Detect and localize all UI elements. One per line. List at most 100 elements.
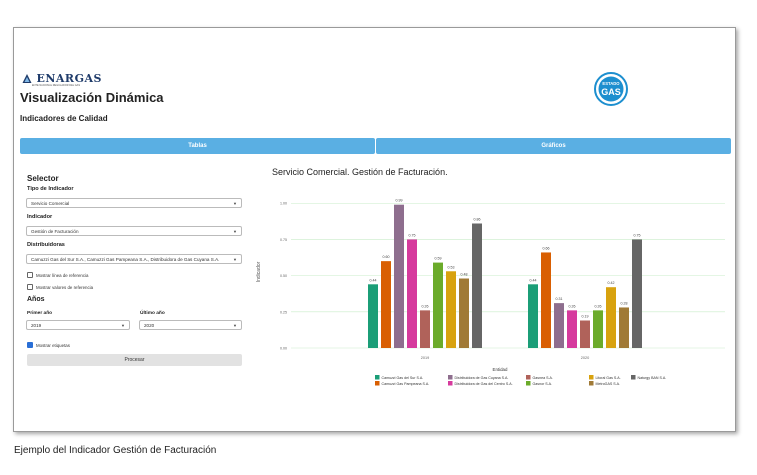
bar bbox=[433, 262, 443, 348]
legend-swatch bbox=[526, 381, 531, 386]
legend-swatch bbox=[589, 381, 594, 386]
bar-value-label: 0.44 bbox=[530, 278, 537, 282]
bar-value-label: 0.26 bbox=[422, 304, 429, 308]
enargas-emblem-icon bbox=[22, 73, 32, 83]
selector-title: Selector bbox=[27, 174, 59, 183]
bar-value-label: 0.75 bbox=[409, 233, 416, 237]
bar-value-label: 0.28 bbox=[621, 301, 628, 305]
indicador-value: Gestión de Facturación bbox=[31, 229, 79, 234]
distribuidoras-label: Distribuidoras bbox=[27, 242, 65, 248]
primer-anio-label: Primer año bbox=[27, 311, 53, 316]
ultimo-anio-value: 2020 bbox=[144, 323, 155, 328]
checkbox-checked-icon bbox=[27, 342, 33, 348]
legend-label: Litoral Gas S.A. bbox=[596, 376, 621, 380]
distribuidoras-select[interactable]: Camuzzi Gas del Sur S.A., Camuzzi Gas Pa… bbox=[26, 254, 242, 264]
bar-value-label: 0.26 bbox=[595, 304, 602, 308]
tipo-indicador-label: Tipo de Indicador bbox=[27, 186, 74, 192]
x-tick-label: 2020 bbox=[581, 356, 589, 360]
x-tick-label: 2019 bbox=[421, 356, 429, 360]
legend-label: Gasnea S.A. bbox=[533, 376, 553, 380]
check-valores-referencia[interactable]: Mostrar valores de referencia bbox=[27, 284, 93, 290]
enargas-logo: ENARGAS ENTE NACIONAL REGULADOR DEL GAS bbox=[22, 70, 102, 88]
legend-swatch bbox=[375, 381, 380, 386]
check-linea-referencia[interactable]: Mostrar línea de referencia bbox=[27, 272, 88, 278]
y-tick-label: 0.50 bbox=[280, 274, 287, 278]
indicador-select[interactable]: Gestión de Facturación ▼ bbox=[26, 226, 242, 236]
bar-value-label: 0.86 bbox=[474, 218, 481, 222]
estado-gas-logo-bottom-text: GAS bbox=[601, 87, 621, 97]
figure-caption: Ejemplo del Indicador Gestión de Factura… bbox=[14, 445, 217, 456]
ultimo-anio-select[interactable]: 2020 ▼ bbox=[139, 320, 242, 330]
y-tick-label: 1.00 bbox=[280, 202, 287, 206]
primer-anio-value: 2019 bbox=[31, 323, 42, 328]
chevron-down-icon: ▼ bbox=[121, 323, 125, 328]
tipo-indicador-value: Servicio Comercial bbox=[31, 201, 70, 206]
legend-label: Camuzzi Gas Pampeana S.A. bbox=[382, 382, 430, 386]
enargas-logo-subtext: ENTE NACIONAL REGULADOR DEL GAS bbox=[32, 84, 81, 87]
bar bbox=[407, 239, 417, 348]
bar bbox=[541, 252, 551, 348]
legend-label: MetroGAS S.A. bbox=[596, 382, 621, 386]
check-mostrar-etiquetas[interactable]: Mostrar etiquetas bbox=[27, 342, 70, 348]
page-subtitle: Indicadores de Calidad bbox=[20, 114, 108, 123]
checkbox-icon bbox=[27, 272, 33, 278]
legend-label: Distribuidora de Gas Cuyana S.A. bbox=[455, 376, 509, 380]
chevron-down-icon: ▼ bbox=[233, 257, 237, 262]
bar bbox=[368, 284, 378, 348]
chevron-down-icon: ▼ bbox=[233, 323, 237, 328]
bar bbox=[420, 310, 430, 348]
bar-value-label: 0.48 bbox=[461, 273, 468, 277]
check-valores-label: Mostrar valores de referencia bbox=[36, 284, 94, 290]
bar-value-label: 0.75 bbox=[634, 233, 641, 237]
estado-gas-emblem-icon: ESTADO GAS bbox=[594, 72, 628, 106]
page-title: Visualización Dinámica bbox=[20, 90, 164, 105]
check-etiquetas-label: Mostrar etiquetas bbox=[36, 342, 70, 348]
y-tick-label: 0.25 bbox=[280, 310, 287, 314]
bar-value-label: 0.26 bbox=[569, 304, 576, 308]
bar bbox=[528, 284, 538, 348]
legend-swatch bbox=[375, 375, 380, 380]
y-tick-label: 0.00 bbox=[280, 347, 287, 351]
bar-chart: Indicador 0.00 0.25 0.50 0.75 1.00 0.44 0.60 0.9… bbox=[256, 199, 725, 386]
y-axis-label: Indicador bbox=[256, 261, 262, 282]
tab-tablas[interactable]: Tablas bbox=[20, 138, 375, 154]
y-tick-label: 0.75 bbox=[280, 238, 287, 242]
bar bbox=[446, 271, 456, 348]
bar-value-label: 0.44 bbox=[370, 278, 377, 282]
bar bbox=[381, 261, 391, 348]
enargas-logo-text: ENARGAS bbox=[36, 72, 102, 86]
check-linea-label: Mostrar línea de referencia bbox=[36, 272, 89, 278]
bar-value-label: 0.53 bbox=[448, 265, 455, 269]
tipo-indicador-select[interactable]: Servicio Comercial ▼ bbox=[26, 198, 242, 208]
anios-label: Años bbox=[27, 296, 45, 303]
bar bbox=[394, 204, 404, 348]
legend-swatch bbox=[526, 375, 531, 380]
checkbox-icon bbox=[27, 284, 33, 290]
bar bbox=[606, 287, 616, 348]
bar-value-label: 0.42 bbox=[608, 281, 615, 285]
bar bbox=[472, 223, 482, 348]
bar bbox=[459, 278, 469, 348]
chevron-down-icon: ▼ bbox=[233, 201, 237, 206]
bar-value-label: 0.31 bbox=[556, 297, 563, 301]
ultimo-anio-label: Último año bbox=[140, 311, 165, 316]
legend-title: Entidad bbox=[493, 367, 508, 372]
bar-value-label: 0.66 bbox=[543, 246, 550, 250]
bar bbox=[632, 239, 642, 348]
bar bbox=[593, 310, 603, 348]
bar-value-label: 0.60 bbox=[383, 255, 390, 259]
procesar-button[interactable]: Procesar bbox=[27, 354, 242, 366]
chevron-down-icon: ▼ bbox=[233, 229, 237, 234]
legend-swatch bbox=[448, 375, 453, 380]
tab-bar: Tablas Gráficos bbox=[20, 138, 731, 154]
legend-swatch bbox=[448, 381, 453, 386]
tab-graficos[interactable]: Gráficos bbox=[376, 138, 731, 154]
distribuidoras-value: Camuzzi Gas del Sur S.A., Camuzzi Gas Pa… bbox=[31, 257, 220, 262]
bar bbox=[567, 310, 577, 348]
legend-swatch bbox=[631, 375, 636, 380]
estado-gas-logo: ESTADO GAS bbox=[594, 72, 628, 111]
primer-anio-select[interactable]: 2019 ▼ bbox=[26, 320, 130, 330]
chart-title: Servicio Comercial. Gestión de Facturaci… bbox=[272, 167, 448, 177]
legend-swatch bbox=[589, 375, 594, 380]
bar-value-label: 0.99 bbox=[396, 199, 403, 203]
